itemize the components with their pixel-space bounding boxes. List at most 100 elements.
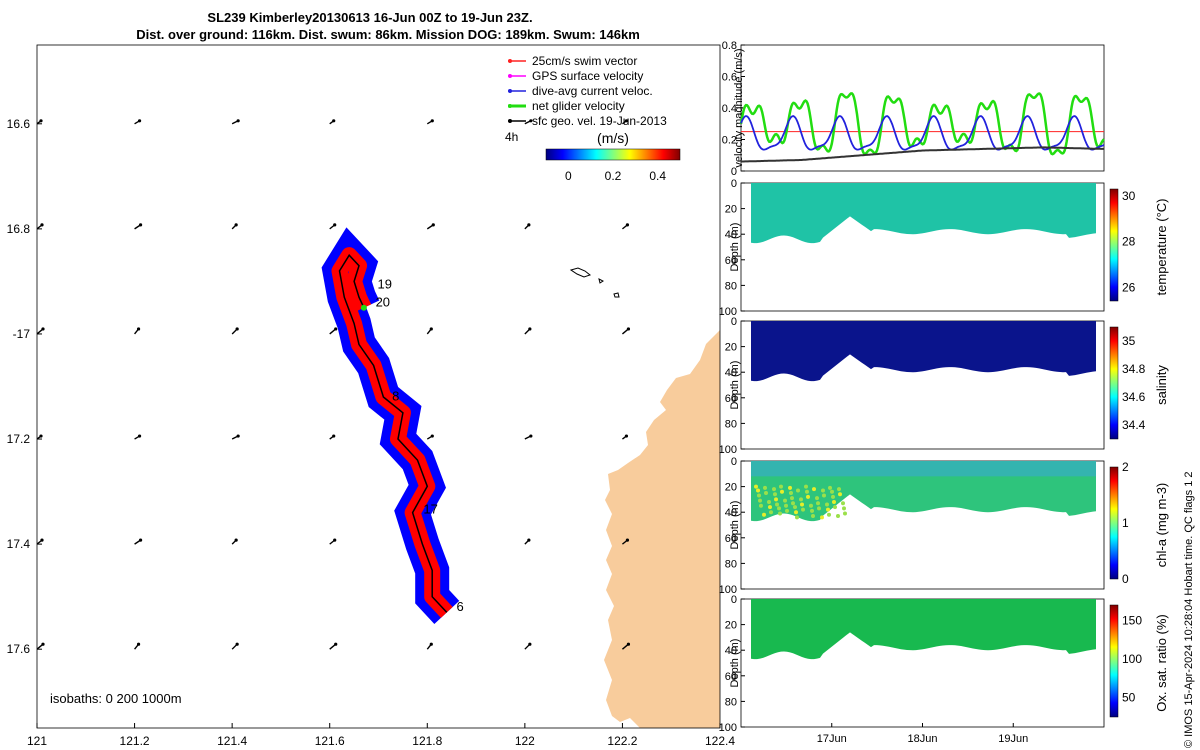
surface-vector-head xyxy=(529,434,533,438)
heatmap-colorbar-tick-label: 28 xyxy=(1122,235,1136,249)
chl-speckle xyxy=(805,489,809,494)
heatmap-y-tick-label: 40 xyxy=(725,367,737,379)
surface-vector-head xyxy=(138,538,143,542)
surface-vector-head xyxy=(332,119,336,123)
surface-vector-head xyxy=(235,642,239,646)
chl-speckle xyxy=(822,493,826,498)
heatmap-colorbar-tick-label: 26 xyxy=(1122,280,1136,294)
heatmap-y-tick-label: 0 xyxy=(731,316,737,328)
surface-vector-head xyxy=(136,327,141,331)
map-x-tick-label: 121.8 xyxy=(412,734,442,748)
heatmap-y-tick-label: 100 xyxy=(719,444,737,456)
heatmap-y-tick-label: 40 xyxy=(725,645,737,657)
heatmap-colorbar-label: salinity xyxy=(1154,365,1169,405)
chl-speckle xyxy=(795,515,799,520)
chl-speckle xyxy=(757,493,761,498)
chl-speckle xyxy=(780,489,784,494)
chl-speckle xyxy=(825,502,829,507)
legend-entry: 25cm/s swim vector xyxy=(532,54,637,68)
map-x-tick-label: 121.4 xyxy=(217,734,247,748)
chl-speckle xyxy=(843,511,847,516)
chl-speckle xyxy=(837,487,841,492)
chl-speckle xyxy=(809,503,813,508)
chl-speckle xyxy=(773,492,777,497)
surface-vector-head xyxy=(529,119,533,123)
chl-speckle xyxy=(799,497,803,502)
legend-entry: GPS surface velocity xyxy=(532,69,643,83)
heatmap-colorbar-tick-label: 30 xyxy=(1122,189,1136,203)
chl-speckle xyxy=(815,496,819,501)
heatmap-y-tick-label: 20 xyxy=(725,620,737,632)
surface-vector-head xyxy=(235,327,239,331)
heatmap-ylabel: Depth (m) xyxy=(729,223,741,272)
surface-vector-head xyxy=(528,327,532,331)
heatmap-colorbar-tick-label: 0 xyxy=(1122,572,1129,586)
chl-speckle xyxy=(836,514,840,519)
chl-speckle xyxy=(833,505,837,510)
chl-speckle xyxy=(800,502,804,507)
surface-vector-head xyxy=(625,223,630,227)
chl-speckle xyxy=(830,489,834,494)
heatmap-y-tick-label: 20 xyxy=(725,482,737,494)
velocity-ylabel: velocity magnitude (m/s) xyxy=(733,48,745,167)
heatmap-y-tick-label: 40 xyxy=(725,507,737,519)
surface-vector-head xyxy=(234,223,238,227)
map-x-tick-label: 122.2 xyxy=(607,734,637,748)
heatmap-y-tick-label: 60 xyxy=(725,255,737,267)
heatmap-field xyxy=(751,321,1096,382)
chl-speckle xyxy=(791,501,795,506)
heatmap-ylabel: Depth (m) xyxy=(729,361,741,410)
chl-speckle xyxy=(820,515,824,520)
colorbar-tick-label: 0.4 xyxy=(649,169,666,183)
heatmap-colorbar-label: chl-a (mg m-3) xyxy=(1154,483,1169,568)
track-day-label: 8 xyxy=(392,389,399,404)
chl-speckle xyxy=(826,507,830,512)
surface-vector-head xyxy=(334,642,338,646)
chl-speckle xyxy=(811,514,815,519)
colorbar-tick-label: 0.2 xyxy=(605,169,622,183)
surface-vector-head xyxy=(429,327,433,331)
heatmap-colorbar-label: Ox. sat. ratio (%) xyxy=(1154,614,1169,712)
heatmap-y-tick-label: 0 xyxy=(731,178,737,190)
surface-vector-head xyxy=(41,327,45,331)
island-2 xyxy=(598,278,620,298)
heatmap-colorbar-tick-label: 50 xyxy=(1122,691,1136,705)
chl-speckle xyxy=(788,485,792,490)
heatmap-colorbar-tick-label: 100 xyxy=(1122,652,1142,666)
track-line xyxy=(338,253,448,613)
surface-vector-head xyxy=(333,223,337,227)
map-y-tick-label: 17.6 xyxy=(7,642,31,656)
chl-speckle xyxy=(777,506,781,511)
surface-vector-head xyxy=(332,434,336,438)
surface-vector-head xyxy=(625,538,630,542)
surface-vector-head xyxy=(41,642,45,646)
legend-entry: net glider velocity xyxy=(532,99,625,113)
legend-swatch-marker xyxy=(508,104,512,108)
chl-speckle xyxy=(831,494,835,499)
chl-speckle xyxy=(759,503,763,508)
chl-surface-layer xyxy=(751,461,1096,477)
velocity-y-tick-label: 0.4 xyxy=(722,103,737,115)
chl-speckle xyxy=(764,491,768,495)
track-day-label: 19 xyxy=(378,276,392,291)
chl-speckle xyxy=(774,497,778,502)
chl-speckle xyxy=(756,488,760,493)
chl-speckle xyxy=(827,512,831,517)
heatmap-colorbar-tick-label: 150 xyxy=(1122,613,1142,627)
heatmap-y-tick-label: 80 xyxy=(725,418,737,430)
heatmap-x-tick-label: 18Jun xyxy=(908,733,938,745)
heatmap-y-tick-label: 60 xyxy=(725,393,737,405)
map-x-tick-label: 122.4 xyxy=(705,734,735,748)
heatmap-colorbar xyxy=(1109,188,1119,302)
track-end-marker xyxy=(360,304,367,311)
chl-speckle xyxy=(768,505,772,510)
track-day-label: 17 xyxy=(423,502,437,517)
heatmap-y-tick-label: 40 xyxy=(725,229,737,241)
track-day-label: 20 xyxy=(376,295,390,310)
surface-vector-head xyxy=(39,434,43,438)
chl-speckle xyxy=(769,510,773,515)
surface-vector-head xyxy=(626,327,631,331)
heatmap-y-tick-label: 80 xyxy=(725,280,737,292)
chl-speckle xyxy=(816,501,820,506)
